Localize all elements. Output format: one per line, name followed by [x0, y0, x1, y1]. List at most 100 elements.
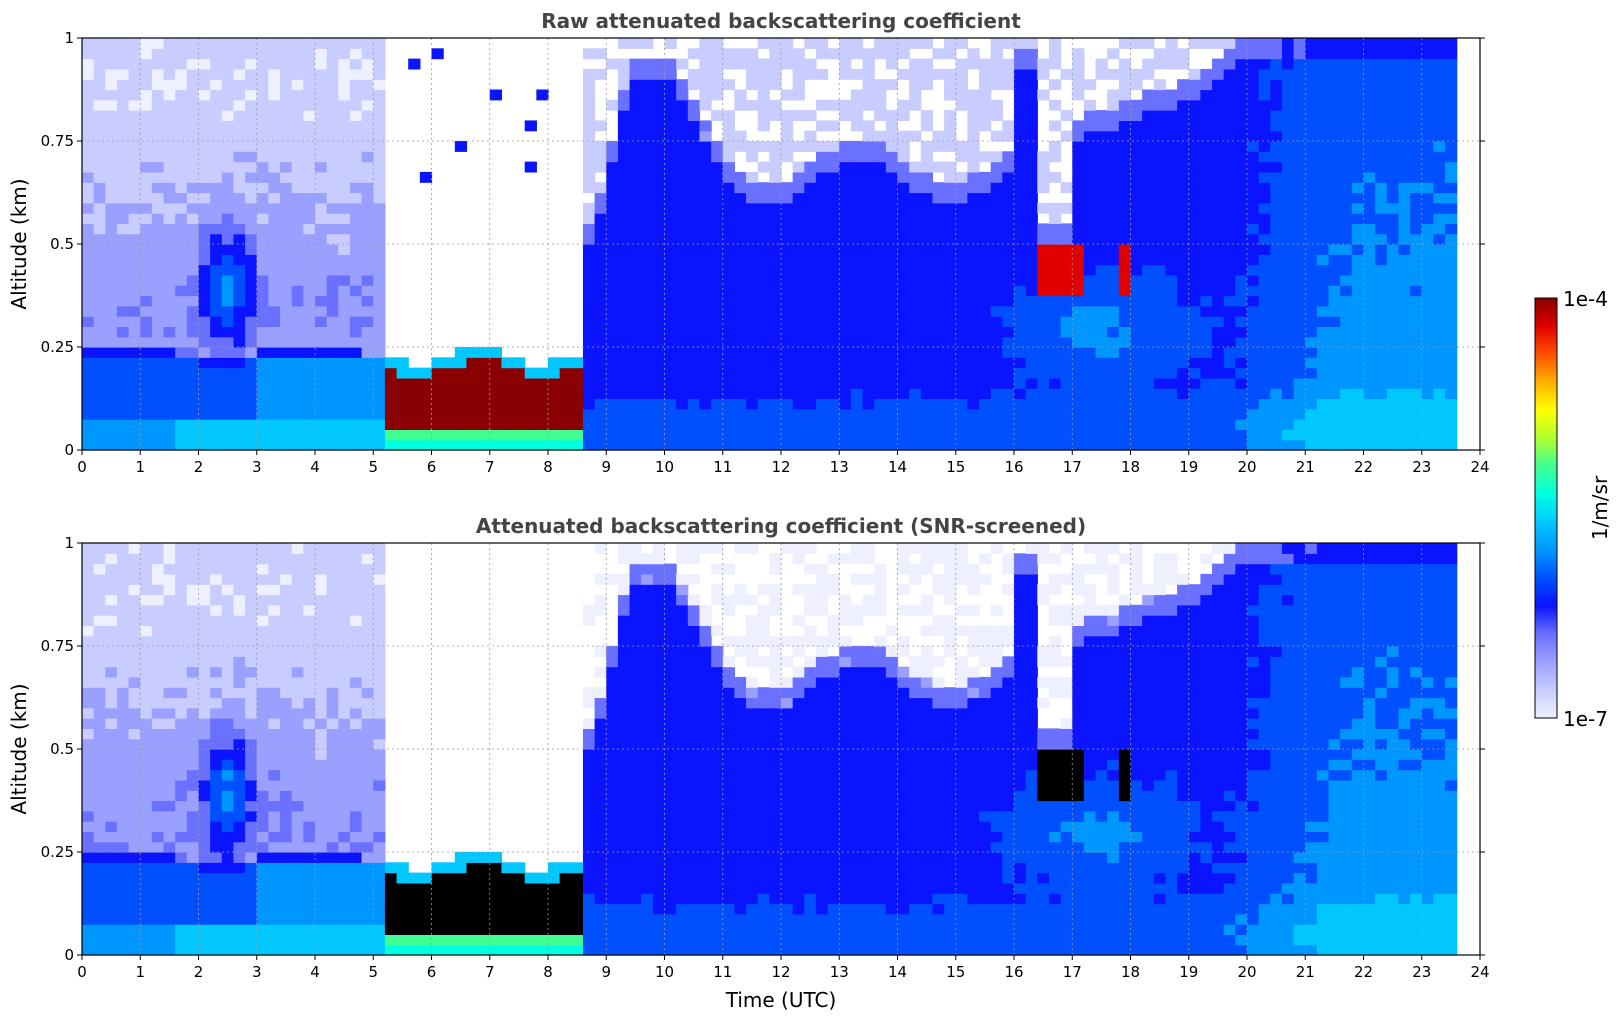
panel1-heat-cell	[851, 162, 863, 173]
panel2-heat-cell	[222, 636, 234, 647]
panel1-heat-cell	[1317, 131, 1329, 142]
panel1-heat-cell	[94, 120, 106, 131]
panel1-heat-cell	[362, 90, 374, 101]
panel2-heat-cell	[82, 718, 94, 729]
panel1-heat-cell	[1014, 347, 1026, 358]
panel1-heat-cell	[630, 120, 642, 131]
panel2-heat-cell	[245, 852, 257, 863]
panel2-heat-cell	[315, 718, 327, 729]
panel1-heat-cell	[1200, 306, 1212, 317]
panel1-heat-cell	[1212, 419, 1224, 430]
panel1-heat-cell	[781, 213, 793, 224]
panel1-heat-cell	[1084, 326, 1096, 337]
panel1-heat-cell	[863, 368, 875, 379]
panel1-heat-cell	[490, 368, 502, 379]
panel1-heat-cell	[758, 306, 770, 317]
panel1-x-tick-label: 15	[946, 458, 965, 476]
panel1-heat-cell	[1096, 357, 1108, 368]
panel1-heat-cell	[816, 141, 828, 152]
panel1-heat-cell	[711, 244, 723, 255]
panel2-heat-cell	[268, 842, 280, 853]
panel1-heat-cell	[210, 378, 222, 389]
panel1-heat-cell	[1189, 254, 1201, 265]
panel1-heat-cell	[292, 69, 304, 80]
panel1-heat-cell	[245, 244, 257, 255]
panel1-heat-cell	[1445, 69, 1457, 80]
panel2-heat-cell	[129, 708, 141, 719]
panel1-heat-cell	[94, 244, 106, 255]
panel1-heat-cell	[560, 388, 572, 399]
panel2-heat-cell	[199, 914, 211, 925]
panel1-heat-cell	[1259, 223, 1271, 234]
panel1-heat-cell	[699, 120, 711, 131]
panel1-heat-cell	[525, 440, 537, 451]
panel1-heat-cell	[734, 182, 746, 193]
panel1-heat-cell	[152, 38, 164, 49]
panel1-heat-cell	[816, 244, 828, 255]
panel1-heat-cell	[979, 368, 991, 379]
panel1-heat-cell	[921, 120, 933, 131]
panel2-heat-cell	[327, 934, 339, 945]
panel1-heat-cell	[1084, 347, 1096, 358]
panel2-heat-cell	[233, 698, 245, 709]
panel1-heat-cell	[734, 244, 746, 255]
panel1-heat-cell	[1002, 285, 1014, 296]
panel1-heat-cell	[828, 234, 840, 245]
panel1-heat-cell	[956, 203, 968, 214]
panel1-heat-cell	[1352, 131, 1364, 142]
panel1-heat-cell	[82, 419, 94, 430]
panel1-heat-cell	[1037, 337, 1049, 348]
panel1-heat-cell	[723, 79, 735, 90]
panel1-heat-cell	[1294, 162, 1306, 173]
panel1-heat-cell	[641, 337, 653, 348]
panel1-heat-cell	[152, 162, 164, 173]
panel1-heat-cell	[140, 378, 152, 389]
panel1-heat-cell	[1002, 244, 1014, 255]
panel1-heat-cell	[991, 275, 1003, 286]
panel1-heat-cell	[711, 141, 723, 152]
panel1-heat-cell	[210, 193, 222, 204]
panel1-heat-cell	[513, 388, 525, 399]
panel1-heat-cell	[1270, 48, 1282, 59]
panel1-heat-cell	[187, 265, 199, 276]
panel1-heat-cell	[1026, 306, 1038, 317]
panel1-heat-cell	[1375, 409, 1387, 420]
panel1-heat-cell	[1375, 388, 1387, 399]
panel1-heat-cell	[1142, 213, 1154, 224]
panel2-heat-cell	[338, 862, 350, 873]
panel2-heat-cell	[292, 893, 304, 904]
panel2-heat-cell	[327, 595, 339, 606]
panel1-heat-cell	[1177, 347, 1189, 358]
panel1-heat-cell	[1305, 337, 1317, 348]
panel1-heat-cell	[257, 234, 269, 245]
panel1-heat-cell	[1375, 151, 1387, 162]
panel1-heat-cell	[688, 440, 700, 451]
panel1-heat-cell	[1282, 234, 1294, 245]
panel1-heat-cell	[1259, 141, 1271, 152]
panel1-heat-cell	[863, 388, 875, 399]
panel1-heat-cell	[874, 234, 886, 245]
panel1-heat-cell	[641, 399, 653, 410]
panel1-heat-cell	[793, 172, 805, 183]
panel1-heat-cell	[723, 182, 735, 193]
panel1-heat-cell	[1364, 120, 1376, 131]
panel1-heat-cell	[874, 223, 886, 234]
panel1-heat-cell	[1200, 172, 1212, 183]
panel1-heat-cell	[583, 131, 595, 142]
panel1-heat-cell	[944, 399, 956, 410]
panel1-heat-cell	[350, 337, 362, 348]
panel1-heat-cell	[373, 254, 385, 265]
panel1-heat-cell	[1235, 296, 1247, 307]
panel1-heat-cell	[1072, 141, 1084, 152]
panel2-heat-cell	[129, 883, 141, 894]
panel1-heat-cell	[734, 316, 746, 327]
panel1-heat-cell	[292, 48, 304, 59]
panel1-heat-cell	[94, 326, 106, 337]
panel1-heat-cell	[1119, 193, 1131, 204]
panel1-heat-cell	[571, 419, 583, 430]
panel2-heat-cell	[268, 821, 280, 832]
panel2-heat-cell	[292, 801, 304, 812]
panel1-heat-cell	[688, 357, 700, 368]
panel2-heat-cell	[210, 780, 222, 791]
panel2-heat-cell	[129, 749, 141, 760]
